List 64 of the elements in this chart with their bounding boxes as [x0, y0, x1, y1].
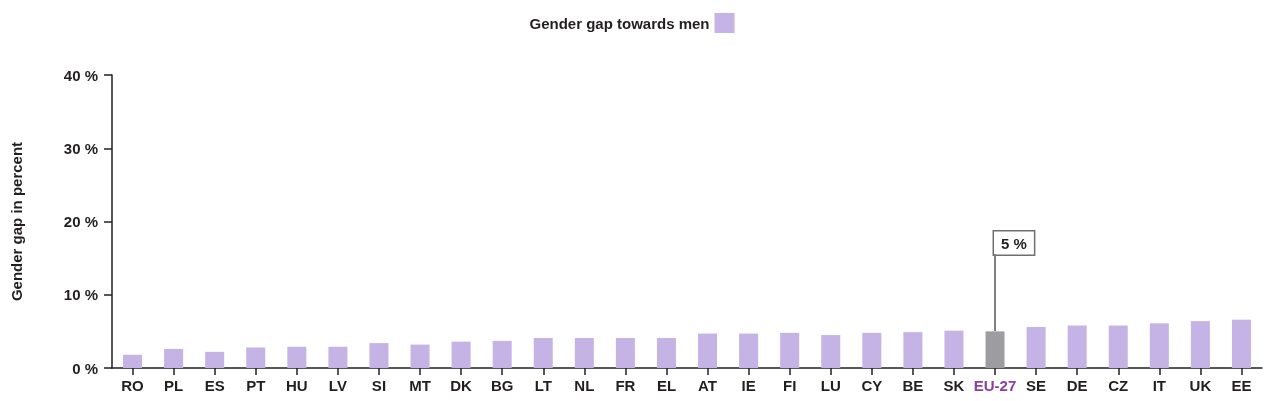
bar	[123, 354, 143, 368]
bar	[533, 337, 553, 368]
bar	[944, 330, 964, 368]
y-tick-label: 30 %	[63, 139, 98, 157]
bar	[164, 348, 184, 368]
bar	[903, 332, 923, 368]
x-tick-label: LV	[328, 377, 347, 394]
y-tick-label: 10 %	[63, 286, 98, 304]
y-tick-label: 0 %	[72, 359, 98, 377]
x-tick-label: EE	[1231, 377, 1252, 394]
x-tick-label: RO	[121, 377, 145, 394]
x-tick-label: BG	[490, 377, 514, 394]
bar	[821, 335, 841, 368]
bar	[862, 332, 882, 368]
bar	[780, 332, 800, 368]
x-tick-label: EL	[656, 377, 677, 394]
bar	[410, 344, 430, 368]
y-tick-label: 20 %	[63, 213, 98, 230]
x-tick-label: LT	[534, 377, 552, 394]
bar	[287, 346, 307, 368]
x-tick-label: SE	[1026, 377, 1047, 394]
bar	[1026, 326, 1046, 368]
x-tick-label: MT	[409, 377, 431, 394]
x-tick-label: ES	[204, 377, 225, 394]
bar	[1108, 325, 1128, 368]
x-tick-label: UK	[1189, 377, 1212, 394]
bar	[246, 347, 266, 368]
y-tick-label: 40 %	[63, 66, 98, 84]
bar	[615, 337, 635, 368]
x-tick-label: SI	[371, 377, 387, 394]
bar	[1067, 325, 1087, 368]
bar	[739, 333, 759, 368]
x-tick-label: IE	[741, 377, 756, 394]
x-tick-label: FI	[783, 377, 797, 394]
bar	[656, 337, 676, 368]
bar	[205, 351, 225, 368]
bar	[698, 333, 718, 368]
annotation: 5 %	[1001, 235, 1027, 253]
bar	[451, 341, 471, 368]
bar	[1149, 323, 1169, 368]
x-tick-label: CZ	[1108, 377, 1129, 394]
x-tick-label: LU	[820, 377, 841, 394]
x-tick-label: DK	[450, 377, 473, 394]
x-tick-label: BE	[902, 377, 924, 394]
x-tick-label: AT	[698, 377, 717, 394]
bar	[985, 331, 1005, 368]
x-tick-label: PT	[246, 377, 266, 394]
bar	[369, 343, 389, 368]
bar	[328, 346, 348, 368]
x-tick-label: FR	[615, 377, 636, 394]
bar	[1190, 321, 1210, 368]
x-tick-label: DE	[1066, 377, 1088, 394]
x-tick-label: SK	[943, 377, 965, 394]
x-tick-label: HU	[285, 377, 308, 394]
legend-label: Gender gap towards men	[529, 14, 710, 32]
x-tick-label: CY	[861, 377, 883, 394]
x-tick-label: EU-27	[973, 377, 1017, 394]
x-tick-label: PL	[164, 377, 184, 394]
x-tick-label: NL	[574, 377, 595, 394]
bar	[574, 337, 594, 368]
x-tick-label: IT	[1152, 377, 1166, 394]
bar	[492, 340, 512, 368]
bar	[1231, 319, 1251, 368]
y-axis-title: Gender gap in percent	[8, 141, 25, 302]
